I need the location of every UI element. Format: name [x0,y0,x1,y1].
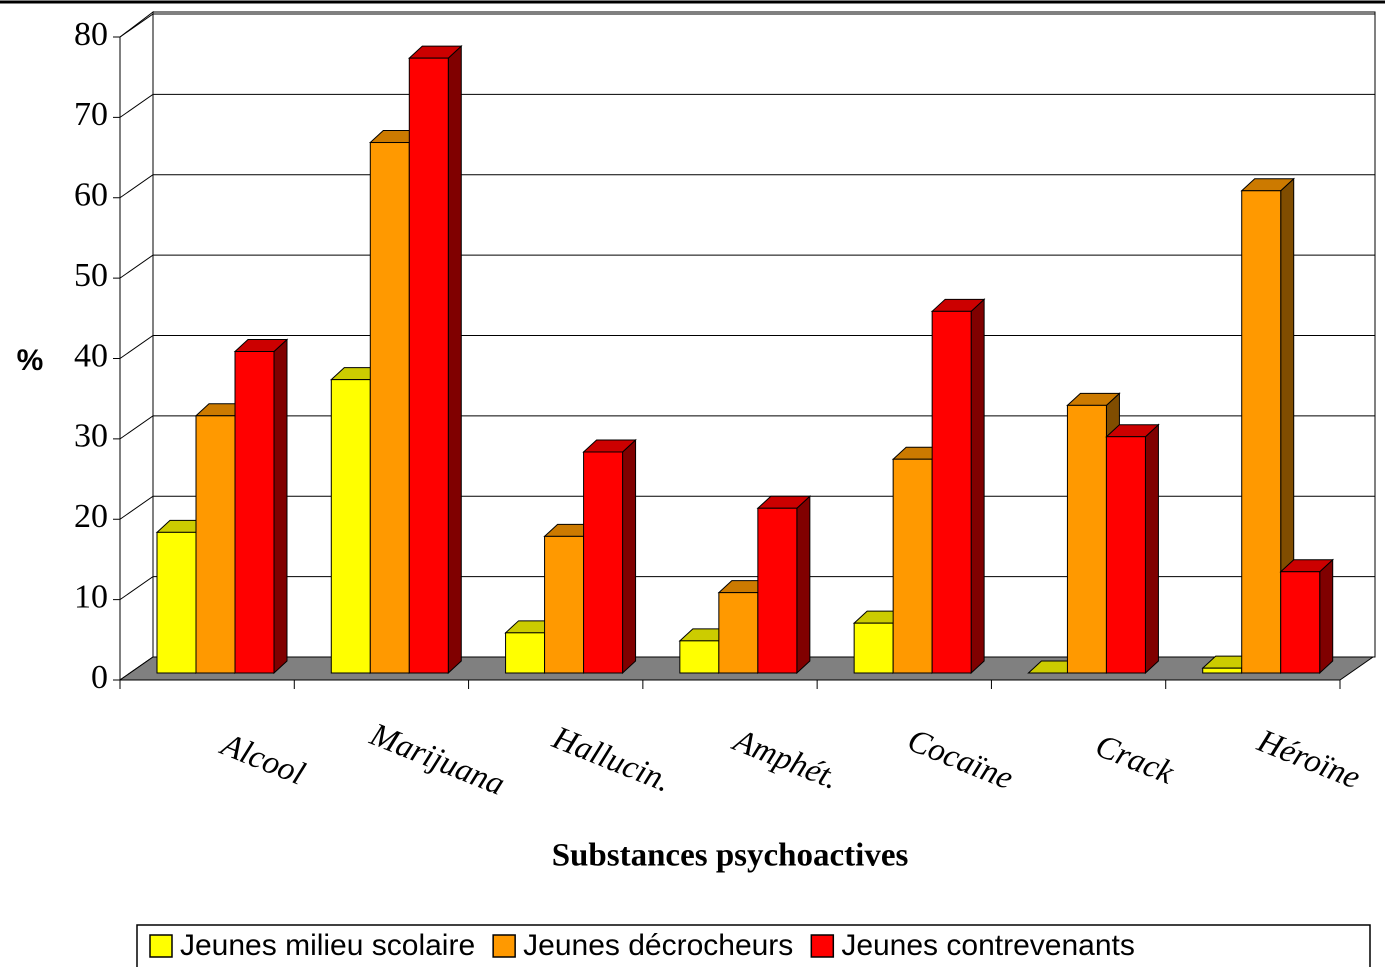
bar-front [544,535,585,674]
bar-front [679,640,720,674]
bar-front [853,622,894,674]
bar-front [1241,190,1282,674]
y-tick-label: 80 [74,16,108,53]
bar-front [1202,667,1243,674]
legend-swatch [149,934,173,958]
bar-front [757,507,798,674]
grid-line [119,93,1375,118]
bar-front [892,458,933,674]
x-tick-label: Alcool [215,726,310,792]
x-tick-label: Cocaïne [902,722,1017,797]
legend-label: Jeunes milieu scolaire [180,929,475,962]
bar-front [408,57,449,674]
bar-front [583,451,624,674]
bar-side [622,438,637,675]
x-tick-label: Crack [1090,728,1180,792]
x-tick-label: Hallucin. [547,720,676,800]
bar-front [195,415,236,674]
bar-front [1105,436,1146,674]
bar-front [156,531,197,674]
y-axis-title: % [17,344,44,377]
bar [233,338,289,675]
x-axis-title: Substances psychoactives [552,838,909,874]
y-tick-label: 60 [74,177,108,214]
bar-side [447,44,462,675]
bar-front [369,142,410,674]
bar-front [1066,404,1107,674]
bar-front [330,379,371,674]
bar-side [970,298,985,675]
grid-line [119,13,1375,38]
legend-box [136,924,1371,967]
legend-label: Jeunes décrocheurs [523,929,793,962]
bar [408,44,463,675]
x-tick-label: Héroïne [1252,723,1366,797]
y-tick-label: 10 [74,578,108,615]
bar-front [505,632,546,674]
bar-side [1144,423,1159,675]
y-tick-label: 40 [74,337,108,374]
bar [1105,423,1160,675]
bar-side [796,495,811,675]
bar [582,438,637,675]
bar-side [1319,558,1334,675]
legend-label: Jeunes contrevenants [841,929,1135,962]
bar-front [234,351,275,674]
bar-side [273,338,288,675]
grid-line [119,254,1375,279]
y-tick-label: 20 [74,498,108,535]
bar-front [718,592,759,674]
y-tick-label: 0 [91,659,108,696]
bar [756,495,812,675]
bar [1279,558,1334,675]
bar-front [1280,571,1321,674]
y-tick-label: 50 [74,257,108,294]
x-tick-label: Marijuana [364,716,509,803]
bar-front [931,310,972,674]
legend-swatch [810,934,835,958]
y-tick-label: 30 [74,418,108,455]
bar [1066,392,1121,675]
legend-swatch [492,934,516,958]
x-tick-label: Amphét. [727,722,843,797]
bar [930,298,986,675]
grid-line [119,174,1375,199]
y-tick-label: 70 [74,96,108,133]
